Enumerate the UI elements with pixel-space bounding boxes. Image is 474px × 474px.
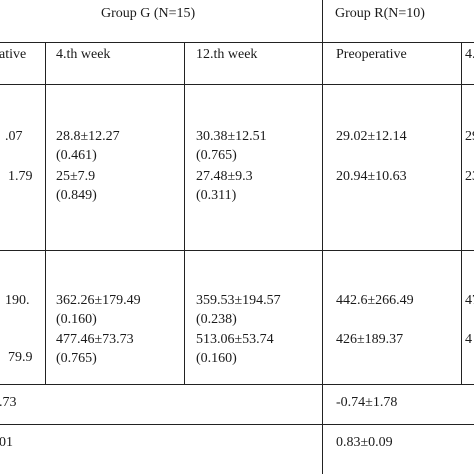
- cell: (0.160): [196, 351, 237, 366]
- cell: (0.238): [196, 312, 237, 327]
- cell: (0.765): [56, 351, 97, 366]
- rule-block1-bottom: [0, 250, 474, 251]
- col-header-4th-week: 4.th week: [56, 47, 111, 62]
- cell: 30.38±12.51: [196, 129, 267, 144]
- group-r-header: Group R(N=10): [335, 6, 425, 21]
- cell: 20.94±10.63: [336, 169, 407, 184]
- cell: -0.74±1.78: [336, 395, 398, 410]
- cell: (0.765): [196, 148, 237, 163]
- col-header-4th-week-r: 4.: [465, 47, 474, 62]
- group-g-header: Group G (N=15): [101, 6, 196, 21]
- rule-col-4: [461, 42, 462, 384]
- rule-header-bottom: [0, 42, 474, 43]
- cell: 79.9: [8, 350, 33, 365]
- rule-col-2: [184, 42, 185, 384]
- cell: 25±7.9: [56, 169, 96, 184]
- cell: .07: [5, 129, 23, 144]
- cell: 4: [465, 332, 472, 347]
- cell: 27.48±9.3: [196, 169, 253, 184]
- cell: 28.8±12.27: [56, 129, 120, 144]
- cell: (0.160): [56, 312, 97, 327]
- cell: 359.53±194.57: [196, 293, 281, 308]
- cell: 01: [0, 435, 13, 450]
- cell: 23: [465, 169, 474, 184]
- rule-row3-bottom: [0, 424, 474, 425]
- cell: 29: [465, 129, 474, 144]
- cell: 442.6±266.49: [336, 293, 414, 308]
- rule-col-3: [322, 0, 323, 474]
- cell: 190.: [5, 293, 30, 308]
- cell: 426±189.37: [336, 332, 404, 347]
- cell: (0.311): [196, 188, 237, 203]
- rule-block2-bottom: [0, 384, 474, 385]
- cell: 29.02±12.14: [336, 129, 407, 144]
- cell: 1.79: [8, 169, 33, 184]
- col-header-12th-week: 12.th week: [196, 47, 258, 62]
- col-header-preoperative-g: ative: [0, 47, 27, 62]
- cell: 47: [465, 293, 474, 308]
- cell: 513.06±53.74: [196, 332, 274, 347]
- cell: 362.26±179.49: [56, 293, 141, 308]
- cell: 0.83±0.09: [336, 435, 393, 450]
- cell: (0.849): [56, 188, 97, 203]
- col-header-preoperative-r: Preoperative: [336, 47, 407, 62]
- rule-columns-bottom: [0, 84, 474, 85]
- cell: 477.46±73.73: [56, 332, 134, 347]
- cell: .73: [0, 395, 17, 410]
- cell: (0.461): [56, 148, 97, 163]
- rule-col-1: [45, 42, 46, 384]
